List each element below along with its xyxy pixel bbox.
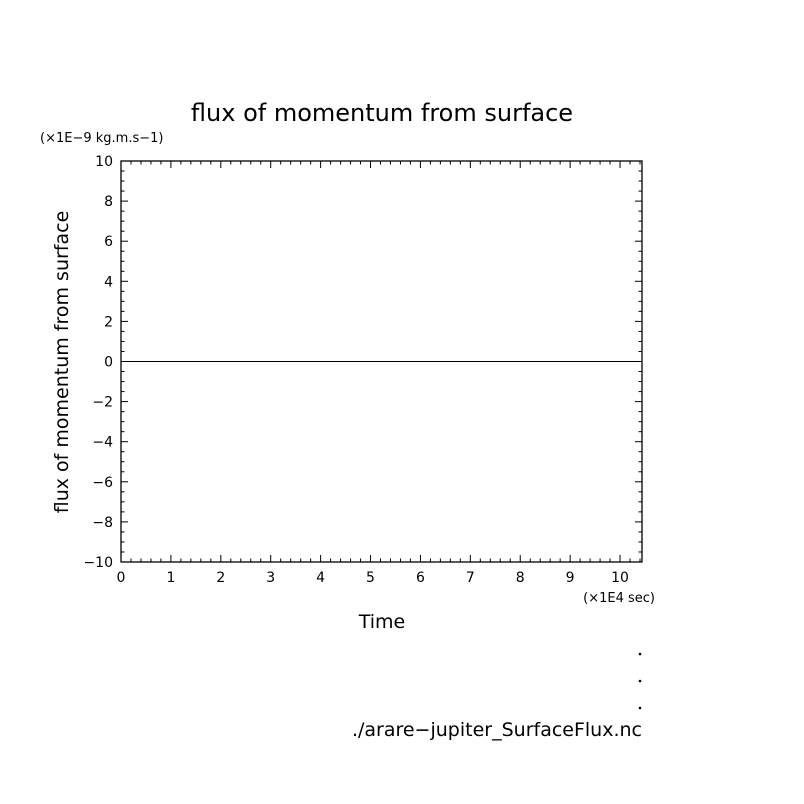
source-filename: ./arare−jupiter_SurfaceFlux.nc (352, 719, 642, 741)
x-tick-label: 4 (316, 570, 325, 586)
x-unit-label: (×1E4 sec) (583, 591, 655, 606)
y-tick-label: −6 (92, 475, 113, 491)
x-tick-label: 2 (216, 570, 225, 586)
x-tick-label: 10 (611, 570, 629, 586)
y-tick-label: 6 (104, 234, 113, 250)
x-axis-label: Time (358, 611, 406, 633)
x-tick-label: 6 (416, 570, 425, 586)
y-tick-label: 4 (104, 274, 113, 290)
y-tick-label: 10 (95, 154, 113, 170)
marker-dot-2 (638, 679, 642, 683)
y-tick-label: 2 (104, 314, 113, 330)
x-tick-label: 1 (166, 570, 175, 586)
y-axis-label: flux of momentum from surface (51, 211, 73, 514)
y-tick-label: −4 (92, 435, 113, 451)
marker-dot-1 (638, 652, 642, 656)
chart-title: flux of momentum from surface (191, 99, 573, 127)
y-tick-label: −10 (83, 555, 113, 571)
x-tick-label: 9 (566, 570, 575, 586)
y-tick-label: 0 (104, 355, 113, 371)
y-tick-label: −8 (92, 515, 113, 531)
x-tick-label: 8 (516, 570, 525, 586)
marker-dot-3 (638, 706, 642, 710)
x-tick-label: 0 (117, 570, 126, 586)
y-unit-label: (×1E−9 kg.m.s−1) (40, 131, 163, 146)
x-tick-label: 3 (266, 570, 275, 586)
y-tick-label: 8 (104, 194, 113, 210)
x-tick-label: 7 (466, 570, 475, 586)
axes: 0 1 2 3 4 5 6 7 8 9 10 −10 −8 −6 −4 −2 0 2 4 6 8 10 (83, 154, 643, 586)
y-tick-label: −2 (92, 395, 113, 411)
x-tick-label: 5 (366, 570, 375, 586)
